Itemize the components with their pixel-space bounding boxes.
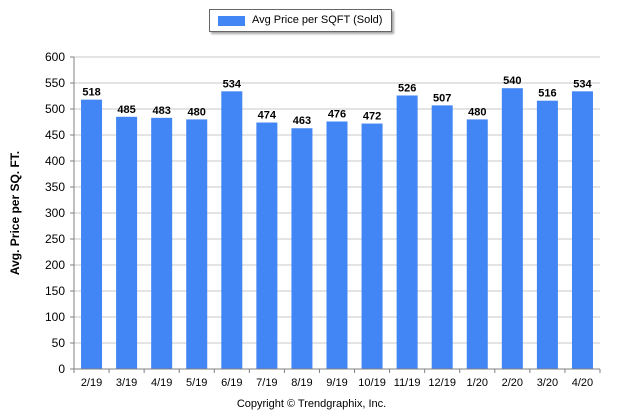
- bar: [291, 128, 313, 369]
- x-tick-label: 11/19: [394, 377, 421, 389]
- data-label: 534: [223, 78, 242, 90]
- bar: [501, 88, 523, 369]
- legend-swatch: [218, 16, 245, 26]
- data-label: 507: [433, 92, 451, 104]
- bar: [151, 117, 173, 369]
- bar: [571, 91, 593, 369]
- data-label: 463: [293, 115, 311, 127]
- y-tick-label: 300: [45, 206, 65, 220]
- data-labels: 518 485 483 480 534 474 463 476 472 526 507 480 540 5…: [82, 75, 592, 127]
- data-label: 526: [398, 82, 416, 94]
- x-tick-label: 3/20: [537, 377, 558, 389]
- y-tick-label: 200: [45, 258, 65, 272]
- x-tick-label: 4/20: [572, 377, 593, 389]
- data-label: 483: [152, 105, 170, 117]
- x-tick-label: 4/19: [151, 377, 172, 389]
- bar: [256, 122, 278, 370]
- data-label: 480: [468, 106, 486, 118]
- data-label: 480: [188, 106, 206, 118]
- x-tick-label: 6/19: [221, 377, 242, 389]
- bar: [466, 119, 488, 370]
- data-label: 540: [503, 75, 521, 87]
- x-tick-label: 5/19: [186, 377, 207, 389]
- bar: [396, 95, 418, 369]
- x-tick-label: 7/19: [256, 377, 277, 389]
- y-tick-label: 100: [45, 310, 65, 324]
- y-tick-label: 250: [45, 232, 65, 246]
- bar: [536, 100, 558, 370]
- bar: [116, 116, 138, 369]
- bar: [431, 105, 453, 370]
- x-axis-ticks: 2/19 3/19 4/19 5/19 6/19 7/19 8/19 9/19 10/19 11/…: [73, 369, 601, 389]
- y-axis-ticks: 0 50 100 150 200 250 300 350 400 450 500 550 600: [45, 50, 74, 376]
- legend-label: Avg Price per SQFT (Sold): [252, 14, 383, 26]
- y-tick-label: 600: [45, 50, 65, 64]
- data-label: 516: [538, 88, 556, 100]
- bar: [221, 91, 243, 369]
- y-tick-label: 450: [45, 128, 65, 142]
- data-label: 472: [363, 111, 381, 123]
- data-label: 518: [82, 87, 100, 99]
- copyright-text: Copyright © Trendgraphix, Inc.: [236, 398, 387, 410]
- data-label: 474: [258, 110, 277, 122]
- x-tick-label: 2/20: [502, 377, 523, 389]
- x-tick-label: 12/19: [428, 377, 456, 389]
- y-tick-label: 50: [52, 336, 66, 350]
- data-label: 476: [328, 108, 346, 120]
- x-tick-label: 8/19: [291, 377, 312, 389]
- y-tick-label: 550: [45, 76, 65, 90]
- y-tick-label: 0: [58, 362, 65, 376]
- y-tick-label: 500: [45, 102, 65, 116]
- x-tick-label: 9/19: [326, 377, 347, 389]
- y-axis-title: Avg. Price per SQ. FT.: [8, 151, 22, 275]
- bar: [361, 123, 383, 369]
- x-tick-label: 2/19: [81, 377, 102, 389]
- x-tick-label: 1/20: [467, 377, 488, 389]
- bar: [81, 99, 103, 369]
- x-tick-label: 3/19: [116, 377, 137, 389]
- x-tick-label: 10/19: [358, 377, 386, 389]
- y-tick-label: 150: [45, 284, 65, 298]
- y-tick-label: 400: [45, 154, 65, 168]
- y-tick-label: 350: [45, 180, 65, 194]
- bars: [81, 88, 593, 370]
- bar: [326, 121, 348, 369]
- legend: Avg Price per SQFT (Sold): [209, 9, 392, 32]
- bar: [186, 119, 208, 370]
- data-label: 534: [573, 78, 592, 90]
- data-label: 485: [117, 104, 135, 116]
